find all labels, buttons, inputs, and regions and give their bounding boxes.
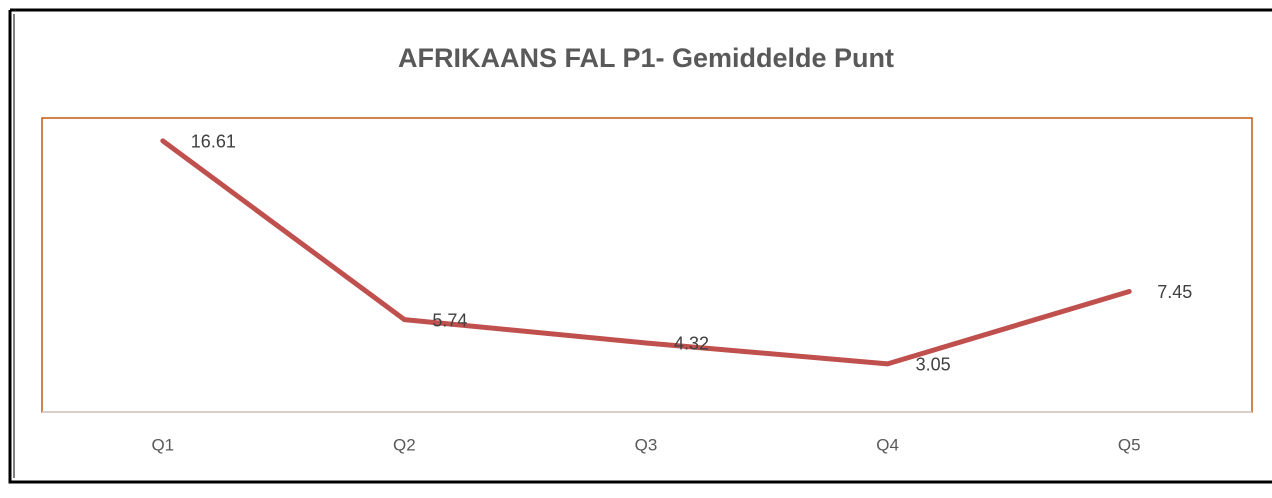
data-label: 5.74 (432, 310, 467, 330)
outer-frame (8, 8, 1272, 484)
data-label: 4.32 (674, 334, 709, 354)
data-label: 3.05 (916, 355, 951, 375)
x-tick-label: Q3 (635, 435, 658, 454)
x-tick-label: Q5 (1118, 435, 1141, 454)
x-tick-label: Q1 (151, 435, 174, 454)
x-tick-label: Q2 (393, 435, 416, 454)
line (160, 138, 1132, 367)
x-tick-label: Q4 (876, 435, 899, 454)
chart-title: AFRIKAANS FAL P1- Gemiddelde Punt (398, 43, 894, 73)
data-label: 7.45 (1157, 282, 1192, 302)
data-label: 16.61 (191, 132, 236, 152)
